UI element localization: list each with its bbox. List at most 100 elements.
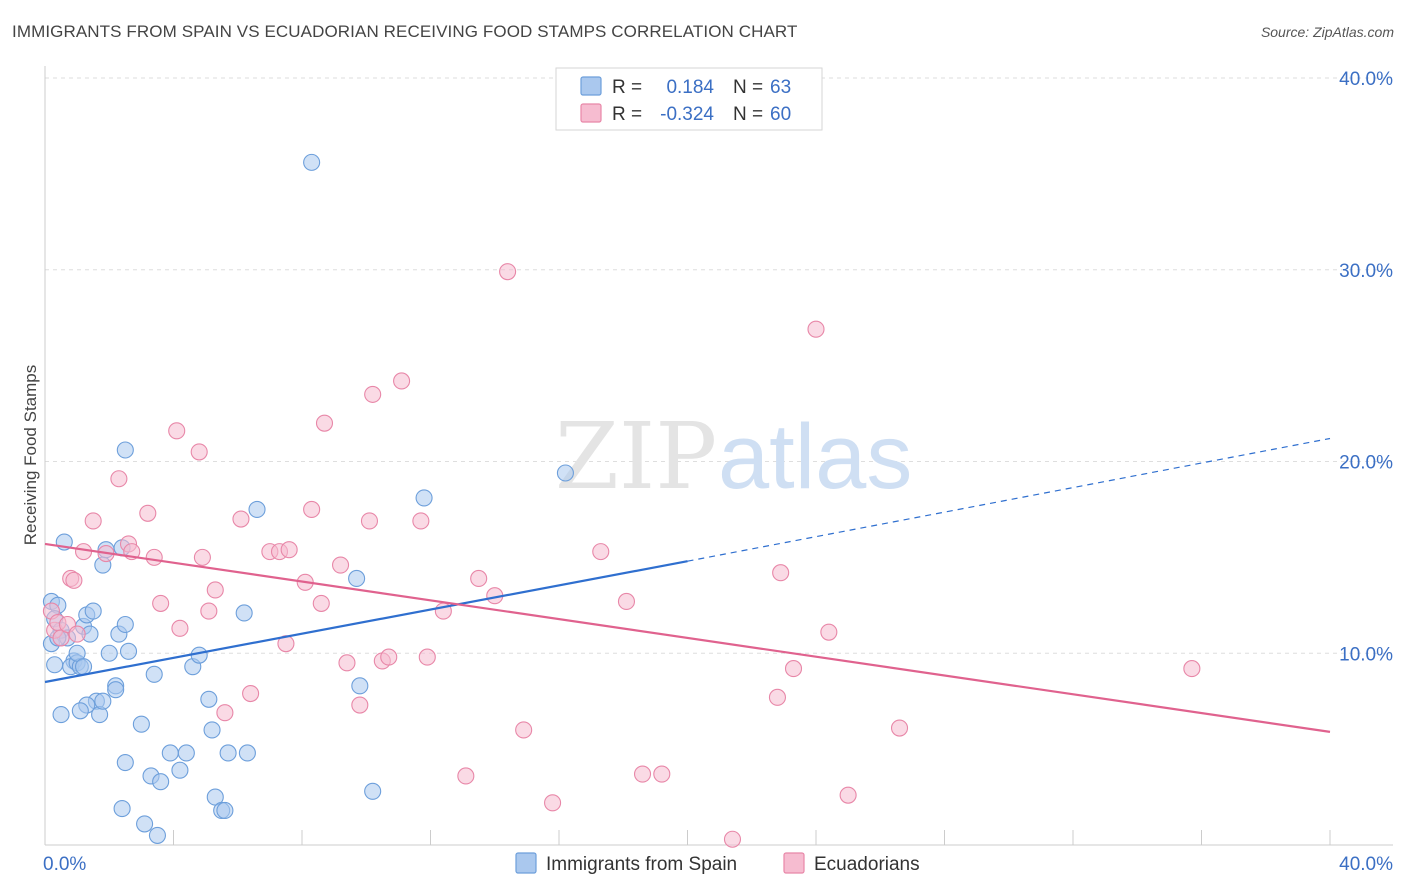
stats-n-label-spain: N = [733,77,763,98]
ecuador-point [110,470,128,488]
ecuador-point [839,786,857,804]
ecuador-point [206,581,224,599]
ecuador-point [653,765,671,783]
x-tick-label: 40.0% [1339,854,1393,875]
spain-point [351,677,369,695]
spain-point [116,615,134,634]
chart-title: IMMIGRANTS FROM SPAIN VS ECUADORIAN RECE… [12,22,798,41]
y-tick-label: 20.0% [1339,453,1393,474]
spain-point [94,692,112,710]
ecuador-point [544,794,562,812]
series-legend: Immigrants from Spain Ecuadorians [515,852,920,875]
spain-trend-line [44,560,688,684]
ecuador-point [470,569,488,588]
ecuador-point [338,654,356,672]
ecuador-point [457,767,475,785]
watermark-atlas: atlas [718,406,912,508]
spain-point [148,826,166,844]
spain-point [84,602,102,620]
ecuador-point [784,660,803,678]
y-tick-label: 30.0% [1339,261,1393,282]
spain-point [235,604,253,622]
spain-point [116,441,134,459]
stats-r-label-spain: R = [612,77,642,98]
spain-point [107,681,125,699]
spain-point [200,690,218,708]
ecuador-point [890,719,909,737]
spain-point [303,153,321,171]
ecuador-point [364,385,382,403]
spain-point [113,800,131,818]
ecuador-point [515,721,533,739]
spain-point [556,464,574,482]
ecuador-point [242,684,260,703]
y-axis-title: Receiving Food Stamps [21,365,40,545]
spain-point [238,744,256,762]
axes [44,66,1393,846]
spain-point [415,489,433,507]
ecuador-swatch-icon [580,103,602,123]
ecuador-point [723,830,742,848]
watermark-zip: ZIP [555,403,717,510]
spain-point [116,753,134,772]
ecuador-point [351,696,369,714]
ecuador-point [216,704,234,722]
spain-point [203,721,221,739]
spain-point [136,815,154,833]
ecuador-point [499,263,517,281]
stats-r-value-spain: 0.184 [666,77,714,98]
stats-legend: R = 0.184 N = 63 R = -0.324 N = 60 [555,67,823,131]
ecuador-trend-line [44,542,1331,733]
ecuador-point [152,594,170,612]
legend-ecuador-swatch-icon [783,852,805,874]
ecuador-point [168,422,186,440]
y-tick-label: 40.0% [1339,69,1393,90]
ecuador-point [145,548,163,566]
stats-r-label-ecuador: R = [612,104,642,125]
ecuador-point [1183,660,1201,678]
grid-lines [45,77,1392,654]
stats-n-value-ecuador: 60 [770,104,791,125]
ecuador-point [393,372,411,390]
spain-point [348,569,366,588]
ecuador-point [412,512,430,530]
ecuador-point [418,648,436,666]
spain-point [145,665,163,683]
ecuador-point [75,543,93,561]
ecuador-point [84,512,102,530]
ecuador-point [65,571,83,589]
legend-ecuador-label: Ecuadorians [814,854,920,875]
ecuador-point [633,765,652,783]
spain-point [119,642,138,660]
legend-spain-label: Immigrants from Spain [546,854,737,875]
ecuador-point [139,504,157,522]
stats-r-value-ecuador: -0.324 [660,104,714,125]
watermark: ZIP atlas [555,403,912,510]
spain-point [177,744,195,762]
stats-n-label-ecuador: N = [733,104,763,125]
spain-point [219,744,237,762]
stats-n-value-spain: 63 [770,77,791,98]
data-points [42,153,1201,848]
ecuador-point [768,688,787,706]
ecuador-point [312,594,330,612]
ecuador-point [617,592,636,611]
spain-point [152,773,170,791]
ecuador-point [232,510,250,528]
source-label: Source: ZipAtlas.com [1260,24,1394,40]
y-tick-label: 10.0% [1339,644,1393,665]
spain-point [100,644,118,662]
ecuador-point [303,500,321,518]
spain-point [216,801,234,820]
spain-point [75,658,93,676]
ecuador-point [380,648,398,666]
ecuador-point [820,623,838,641]
spain-point [161,744,179,762]
spain-point [364,782,382,800]
spain-point [132,715,150,733]
legend-spain-swatch-icon [515,852,537,874]
tick-labels: 10.0% 20.0% 30.0% 40.0% 0.0% 40.0% [43,69,1393,875]
trend-lines [44,437,1331,733]
ecuador-point [171,619,189,637]
